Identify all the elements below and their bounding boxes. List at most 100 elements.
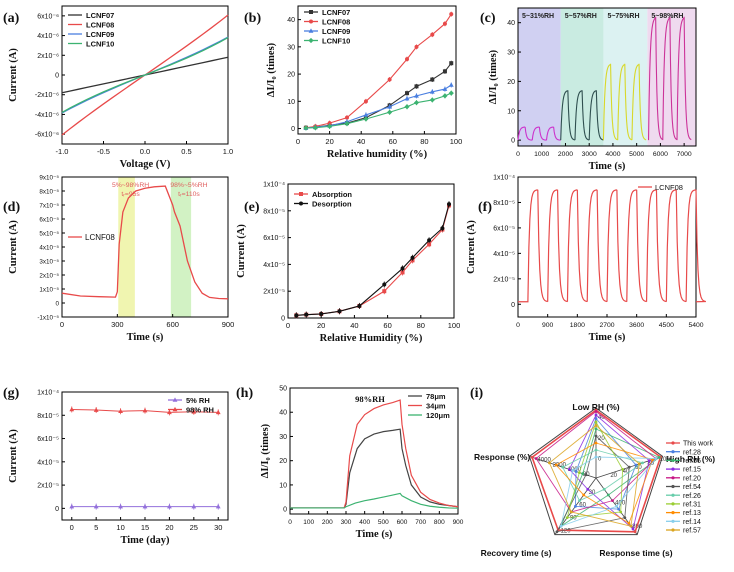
rh-region-band <box>560 8 604 146</box>
panel-c: 0 1000 2000 3000 4000 5000 6000 7000 0 10 20 30 40 Ti… <box>488 7 697 172</box>
data-point <box>430 77 435 82</box>
legend-label: ref.13 <box>683 510 701 517</box>
data-point <box>387 77 392 82</box>
radar-series-ref.26 <box>562 449 644 502</box>
series-line-LCNF10 <box>61 37 229 113</box>
radar-series-ref.28 <box>574 417 637 510</box>
data-point <box>308 37 314 44</box>
radar-point <box>606 493 610 497</box>
data-point <box>448 90 454 96</box>
rh-region-band <box>647 8 696 146</box>
y-tick-label: 0 <box>511 302 515 309</box>
x-tick-label: 0.5 <box>181 147 191 156</box>
data-point <box>191 504 197 509</box>
y-tick-label: 20 <box>507 79 515 86</box>
x-tick-label: 15 <box>141 523 149 532</box>
radar-tick-label: 1000 <box>568 467 582 473</box>
data-point <box>93 504 99 509</box>
y-tick-label: 0 <box>291 126 295 133</box>
x-tick-label: 900 <box>453 519 464 526</box>
data-point <box>449 12 454 17</box>
y-tick-label: 1x10⁻⁴ <box>493 175 515 182</box>
x-tick-label: 400 <box>359 519 370 526</box>
data-point <box>387 109 393 115</box>
panel-d: 0 300 600 900-1x10⁻⁵01x10⁻⁵2x10⁻⁵3x10⁻⁵4x10… <box>8 175 234 344</box>
radar-point <box>657 456 661 459</box>
legend-label: LCNF08 <box>86 21 114 30</box>
y-tick-label: 2x10⁻⁶ <box>37 53 59 60</box>
y-tick-label: 6x10⁻⁵ <box>263 235 285 242</box>
data-point <box>337 309 342 314</box>
y-tick-label: 50 <box>279 386 287 393</box>
rh-annotation: 98%RH <box>355 394 385 404</box>
x-tick-label: 20 <box>165 523 173 532</box>
x-tick-label: 1.0 <box>223 147 233 156</box>
y-tick-label: 6x10⁻⁶ <box>37 13 59 20</box>
legend-label: ref.26 <box>683 493 701 500</box>
radar-tick-label: 2000 <box>553 462 567 468</box>
y-axis-label: Current (A) <box>8 220 19 274</box>
radar-tick-label: 20 <box>598 436 605 442</box>
data-point <box>410 255 415 260</box>
panel-i: 0204020406080100400800306090120801000200… <box>474 402 715 558</box>
radar-point <box>561 465 565 469</box>
radar-tick-label: 90 <box>570 516 577 522</box>
radar-point <box>594 417 598 420</box>
radar-point <box>594 413 598 417</box>
radar-point <box>574 470 578 473</box>
x-tick-label: 80 <box>420 137 428 146</box>
radar-point <box>571 469 575 472</box>
y-tick-label: 30 <box>507 50 515 57</box>
data-point <box>309 19 313 24</box>
legend-label: LCNF07 <box>86 11 114 20</box>
data-point <box>172 397 178 402</box>
data-point <box>294 313 299 318</box>
y-tick-label: -6x10⁻⁶ <box>35 132 59 139</box>
y-tick-label: 2x10⁻⁵ <box>39 273 59 280</box>
x-tick-label: 0 <box>70 523 74 532</box>
x-tick-label: 4500 <box>659 322 674 329</box>
y-tick-label: 8x10⁻⁵ <box>39 189 59 196</box>
panel-label: (h) <box>236 386 253 401</box>
y-tick-label: 4x10⁻⁵ <box>37 459 59 466</box>
radar-tick-label: 100 <box>660 457 671 463</box>
data-point <box>344 115 349 120</box>
panel-label: (g) <box>3 386 20 401</box>
x-axis-label: Time (s) <box>589 332 626 343</box>
radar-series-ref.57 <box>548 424 640 527</box>
x-tick-label: 200 <box>322 519 333 526</box>
radar-point <box>627 521 631 525</box>
data-point <box>405 91 410 96</box>
legend-label: ref.15 <box>683 467 701 474</box>
panel-label: (e) <box>244 200 260 215</box>
radar-tick-label: 4000 <box>537 457 551 463</box>
radar-point <box>567 467 571 471</box>
y-tick-label: 3x10⁻⁵ <box>39 259 59 266</box>
series-line-34μm <box>290 399 459 509</box>
radar-series-This work <box>531 409 662 533</box>
x-tick-label: 0 <box>60 320 64 329</box>
radar-point <box>594 434 598 438</box>
x-axis-label: Voltage (V) <box>120 159 171 170</box>
current-trace <box>61 185 229 300</box>
y-tick-label: 0 <box>55 506 59 513</box>
y-tick-label: 10 <box>287 99 295 106</box>
legend-label: ref.20 <box>683 475 701 482</box>
y-tick-label: 8x10⁻⁵ <box>37 413 59 420</box>
cycle-trace <box>602 63 647 141</box>
x-tick-label: 0 <box>286 321 290 330</box>
y-tick-label: 2x10⁻⁵ <box>37 483 59 490</box>
y-tick-label: 4x10⁻⁵ <box>39 245 59 252</box>
legend-label: LCNF08 <box>85 233 115 242</box>
data-point <box>363 116 369 122</box>
x-tick-label: 800 <box>434 519 445 526</box>
data-point <box>172 406 178 412</box>
legend-marker <box>671 519 675 523</box>
y-axis-label: Current (A) <box>466 220 477 274</box>
data-point <box>429 97 435 103</box>
legend-label: LCNF07 <box>322 8 350 17</box>
radar-point <box>633 530 637 534</box>
legend-label: LCNF08 <box>655 183 683 192</box>
x-tick-label: 40 <box>357 137 365 146</box>
